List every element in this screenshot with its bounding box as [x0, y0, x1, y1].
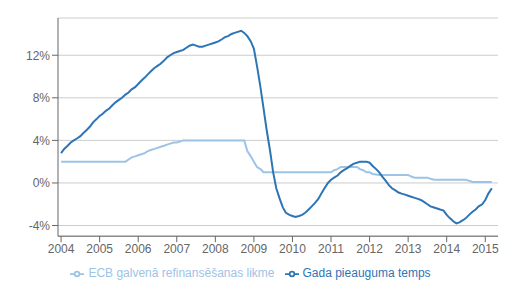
svg-text:2005: 2005	[86, 242, 113, 256]
svg-text:2006: 2006	[125, 242, 152, 256]
svg-text:2004: 2004	[48, 242, 75, 256]
svg-text:2011: 2011	[318, 242, 344, 256]
svg-text:2012: 2012	[356, 242, 383, 256]
svg-text:0%: 0%	[33, 176, 51, 190]
svg-text:-4%: -4%	[29, 219, 51, 233]
svg-text:4%: 4%	[33, 134, 51, 148]
svg-text:2015: 2015	[472, 242, 499, 256]
svg-text:2008: 2008	[202, 242, 229, 256]
svg-text:8%: 8%	[33, 91, 51, 105]
svg-text:2007: 2007	[163, 242, 190, 256]
svg-text:2010: 2010	[279, 242, 306, 256]
svg-text:2013: 2013	[395, 242, 422, 256]
html-text:ECB galvenā refinansēšanas lik: ECB galvenā refinansēšanas likme	[88, 266, 275, 281]
html-text:Gada pieauguma temps: Gada pieauguma temps	[302, 266, 431, 281]
svg-text:2009: 2009	[241, 242, 268, 256]
svg-text:2014: 2014	[433, 242, 460, 256]
svg-text:12%: 12%	[26, 49, 50, 63]
